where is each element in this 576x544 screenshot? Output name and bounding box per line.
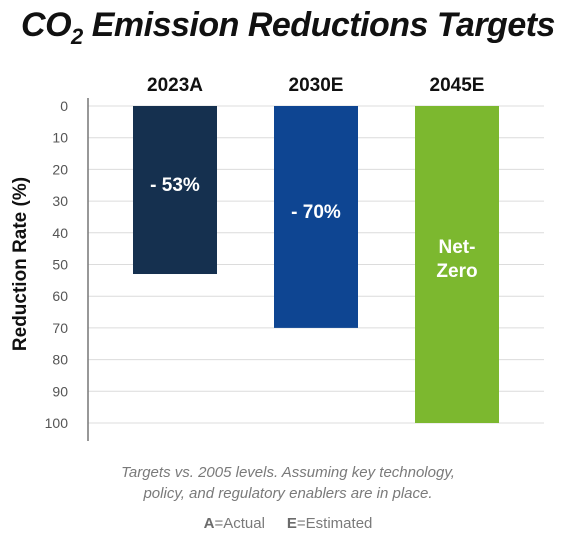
category-labels: 2023A 2030E 2045E <box>147 75 484 96</box>
footnote-line-1: Targets vs. 2005 levels. Assuming key te… <box>121 464 455 481</box>
chart-title: CO2 Emission Reductions Targets <box>0 6 576 49</box>
data-label: - 70% <box>291 202 341 223</box>
bar-chart: - 53% - 70% Net-Zero 2023A 2030E 2045E 0 10 20… <box>10 75 544 441</box>
legend-estimated-key: E <box>286 515 297 532</box>
category-label: 2045E <box>430 75 485 96</box>
data-label: Net-Zero <box>436 237 477 282</box>
title-subscript: 2 <box>71 24 83 49</box>
y-tick-labels: 0 10 20 30 40 50 60 70 80 90 100 <box>45 98 69 431</box>
legend-actual-text: =Actual <box>214 515 265 532</box>
legend: A=Actual E=Estimated <box>0 515 576 532</box>
bar-2045e <box>415 106 499 423</box>
legend-actual-key: A <box>203 515 215 532</box>
bars: - 53% - 70% Net-Zero <box>133 106 499 423</box>
bar-2023a <box>133 106 217 275</box>
data-label: - 53% <box>150 175 200 196</box>
category-label: 2030E <box>289 75 344 96</box>
y-tick-label: 40 <box>52 225 68 241</box>
title-co: CO <box>21 6 72 44</box>
y-tick-label: 30 <box>52 193 68 209</box>
category-label: 2023A <box>147 75 203 96</box>
y-tick-label: 50 <box>52 257 68 273</box>
y-tick-label: 70 <box>52 320 68 336</box>
y-tick-label: 0 <box>60 98 68 114</box>
title-rest: Emission Reductions Targets <box>82 6 556 44</box>
y-tick-label: 90 <box>52 383 68 399</box>
legend-estimated-text: =Estimated <box>296 515 373 532</box>
y-tick-label: 60 <box>52 288 68 304</box>
y-tick-label: 100 <box>45 415 69 431</box>
footnote-line-2: policy, and regulatory enablers are in p… <box>143 485 433 502</box>
footnote: Targets vs. 2005 levels. Assuming key te… <box>0 462 576 504</box>
bar-2030e <box>274 106 358 328</box>
y-tick-label: 10 <box>52 130 68 146</box>
y-axis-label: Reduction Rate (%) <box>10 177 31 351</box>
y-tick-label: 80 <box>52 352 68 368</box>
y-tick-label: 20 <box>52 161 68 177</box>
